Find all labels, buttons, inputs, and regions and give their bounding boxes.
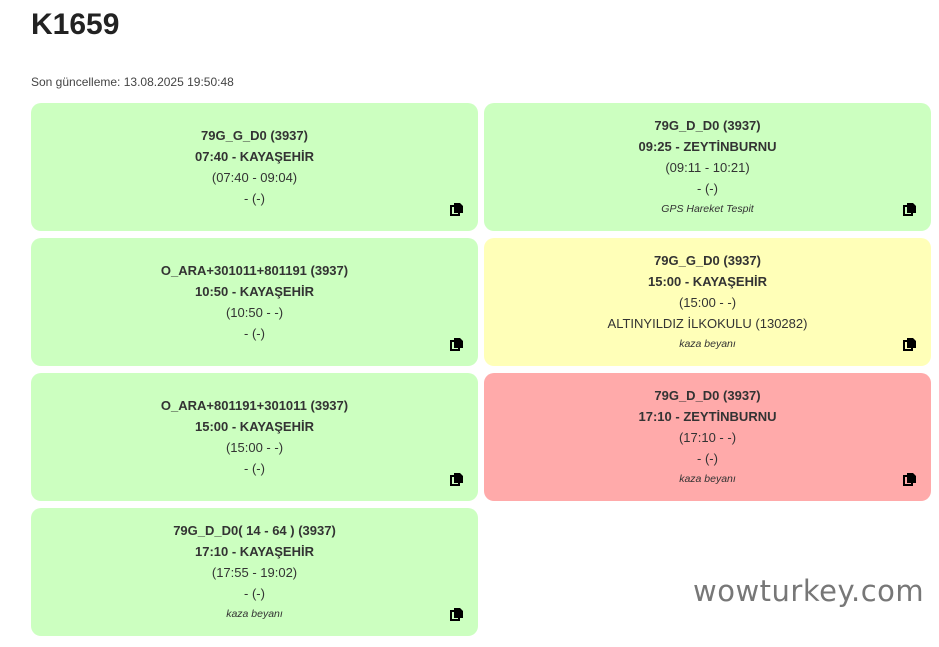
- trip-location: ALTINYILDIZ İLKOKULU (130282): [607, 316, 808, 331]
- trip-route: 79G_D_D0 (3937): [654, 118, 761, 133]
- trip-card: 79G_D_D0 (3937) 09:25 - ZEYTİNBURNU (09:11…: [484, 103, 931, 231]
- copy-icon[interactable]: [903, 336, 917, 351]
- trip-location: - (-): [697, 451, 718, 466]
- trip-departure: 17:10 - KAYAŞEHİR: [195, 544, 314, 559]
- trip-times: (07:40 - 09:04): [211, 170, 298, 185]
- trip-route: 79G_D_D0 (3937): [654, 388, 761, 403]
- trip-times: (10:50 - -): [225, 305, 284, 320]
- trip-route: 79G_G_D0 (3937): [201, 128, 308, 143]
- trip-departure: 17:10 - ZEYTİNBURNU: [638, 409, 777, 424]
- trip-departure: 10:50 - KAYAŞEHİR: [195, 284, 314, 299]
- trip-card: O_ARA+801191+301011 (3937) 15:00 - KAYAŞE…: [31, 373, 478, 501]
- trip-route: O_ARA+301011+801191 (3937): [160, 263, 349, 278]
- trip-times: (15:00 - -): [678, 295, 737, 310]
- trip-times: (17:10 - -): [678, 430, 737, 445]
- trip-route: 79G_D_D0( 14 - 64 ) (3937): [173, 523, 336, 538]
- trip-card: 79G_D_D0 (3937) 17:10 - ZEYTİNBURNU (17:10…: [484, 373, 931, 501]
- trip-card: 79G_G_D0 (3937) 15:00 - KAYAŞEHİR (15:00 -…: [484, 238, 931, 366]
- copy-icon[interactable]: [903, 201, 917, 216]
- trip-note: GPS Hareket Tespit: [661, 203, 754, 215]
- trip-times: (09:11 - 10:21): [665, 160, 750, 175]
- copy-icon[interactable]: [450, 336, 464, 351]
- trip-location: - (-): [697, 181, 718, 196]
- trip-note: kaza beyanı: [226, 608, 283, 620]
- trip-location: - (-): [244, 326, 265, 341]
- trip-departure: 09:25 - ZEYTİNBURNU: [638, 139, 777, 154]
- copy-icon[interactable]: [450, 201, 464, 216]
- trip-location: - (-): [244, 461, 265, 476]
- trip-route: O_ARA+801191+301011 (3937): [160, 398, 349, 413]
- trip-times: (15:00 - -): [225, 440, 284, 455]
- trip-departure: 15:00 - KAYAŞEHİR: [648, 274, 767, 289]
- trip-grid: 79G_G_D0 (3937) 07:40 - KAYAŞEHİR (07:40 -…: [31, 103, 931, 636]
- copy-icon[interactable]: [450, 471, 464, 486]
- last-update: Son güncelleme: 13.08.2025 19:50:48: [31, 75, 234, 89]
- watermark: wowturkey.com: [693, 574, 925, 608]
- trip-departure: 07:40 - KAYAŞEHİR: [195, 149, 314, 164]
- trip-location: - (-): [244, 586, 265, 601]
- trip-card: O_ARA+301011+801191 (3937) 10:50 - KAYAŞE…: [31, 238, 478, 366]
- trip-times: (17:55 - 19:02): [211, 565, 298, 580]
- page-title: K1659: [31, 8, 120, 41]
- copy-icon[interactable]: [903, 471, 917, 486]
- trip-card: 79G_D_D0( 14 - 64 ) (3937) 17:10 - KAYAŞE…: [31, 508, 478, 636]
- trip-note: kaza beyanı: [679, 338, 736, 350]
- trip-departure: 15:00 - KAYAŞEHİR: [195, 419, 314, 434]
- trip-location: - (-): [244, 191, 265, 206]
- trip-note: kaza beyanı: [679, 473, 736, 485]
- trip-route: 79G_G_D0 (3937): [654, 253, 761, 268]
- copy-icon[interactable]: [450, 606, 464, 621]
- trip-card: 79G_G_D0 (3937) 07:40 - KAYAŞEHİR (07:40 -…: [31, 103, 478, 231]
